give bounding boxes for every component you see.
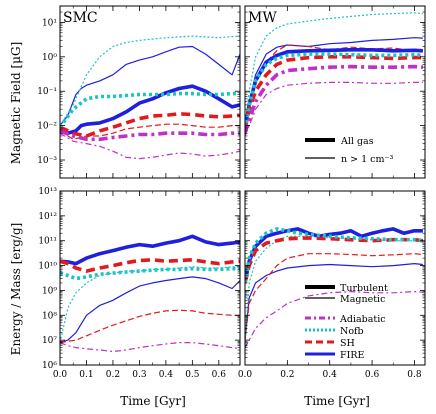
series-nofb-thick	[245, 227, 424, 284]
axes-frame	[59, 5, 241, 179]
series-fire-thin	[60, 276, 240, 344]
panel-smc-magnetic: 10⁻³ 10⁻² 10⁻¹ 10⁰ 10¹ SMC	[37, 5, 241, 179]
y-tick-label: 10⁰	[42, 53, 57, 63]
x-tick-label: 0.2	[106, 370, 120, 380]
x-tick-label: 0.6	[365, 370, 380, 380]
y-tick-label: 10¹²	[38, 212, 57, 222]
xlabel-left: Time [Gyr]	[120, 394, 186, 408]
series-nofb-thick	[245, 52, 424, 130]
legend-label-nofb: Nofb	[340, 326, 364, 337]
series-adiabatic-thick	[245, 64, 424, 134]
legend-label-fire: FIRE	[340, 350, 364, 361]
series-adiabatic-thin	[60, 132, 240, 160]
series-sh-thin	[245, 253, 423, 341]
y-tick-label: 10⁻²	[37, 122, 57, 132]
ylabel-bottom: Energy / Mass [erg/g]	[9, 223, 23, 356]
legend-label-turbulent: Turbulent	[340, 283, 388, 294]
ylabel-top: Magnetic Field [μG]	[9, 42, 23, 165]
x-tick-label: 0.4	[323, 370, 338, 380]
legend-top-right: All gas n > 1 cm⁻³	[305, 136, 394, 165]
series-fire-thick	[60, 234, 240, 266]
series-nofb-thin	[245, 12, 423, 129]
x-tick-label: 0.6	[212, 370, 227, 380]
y-tick-label: 10⁶	[42, 361, 57, 371]
series-adiabatic-thick	[60, 129, 240, 142]
x-tick-label: 0.5	[185, 370, 200, 380]
y-tick-label: 10¹¹	[38, 237, 57, 247]
y-tick-label: 10¹	[42, 18, 57, 28]
series-sh-thick	[60, 112, 240, 138]
axes-frame	[59, 190, 241, 366]
x-tick-label: 0.0	[53, 370, 68, 380]
y-tick-label: 10⁻³	[37, 156, 57, 166]
panel-mw-magnetic: MW	[244, 5, 426, 179]
x-tick-label: 0.8	[407, 370, 422, 380]
series-adiabatic-thin	[60, 342, 240, 353]
series-sh-thick	[245, 236, 424, 284]
series-sh-thin	[60, 123, 240, 140]
legend-label-dense-gas: n > 1 cm⁻³	[341, 154, 394, 165]
x-tick-label: 0.3	[132, 370, 147, 380]
panel-mw-energy: 0.0 0.2 0.4 0.6 0.8	[238, 190, 426, 380]
y-tick-label: 10¹⁰	[38, 262, 57, 272]
y-tick-label: 10¹³	[38, 187, 57, 197]
xlabel-right: Time [Gyr]	[304, 394, 370, 408]
panel-smc-energy: 10⁶ 10⁷ 10⁸ 10⁹ 10¹⁰ 10¹¹ 10¹² 10¹³ 0.0 0.1 0.2 0.3…	[38, 187, 241, 380]
legend-label-adiabatic: Adiabatic	[339, 314, 386, 325]
series-adiabatic-thin	[245, 291, 423, 348]
series-fire-thick	[245, 227, 423, 284]
series-fire-thin	[60, 45, 240, 126]
panel-title-smc: SMC	[63, 10, 98, 26]
series-sh-thin	[60, 309, 240, 344]
series-nofb-thin	[60, 35, 240, 126]
series-sh-thick	[60, 257, 240, 273]
x-tick-label: 0.0	[238, 370, 253, 380]
legend-label-magnetic: Magnetic	[340, 294, 385, 305]
x-tick-label: 0.2	[280, 370, 294, 380]
axes-frame	[244, 5, 426, 179]
series-sh-thick	[245, 54, 423, 130]
x-tick-label: 0.4	[159, 370, 174, 380]
series-fire-thin	[245, 263, 423, 341]
series-nofb-thick	[60, 91, 240, 129]
series-nofb-thin	[60, 266, 240, 343]
series-adiabatic-thin	[245, 81, 423, 137]
y-tick-label: 10⁻¹	[37, 87, 57, 97]
panel-title-mw: MW	[248, 10, 277, 26]
legend-bottom-right: Turbulent Magnetic Adiabatic Nofb SH FIR…	[305, 283, 388, 361]
y-tick-label: 10⁷	[42, 336, 57, 346]
x-tick-label: 0.1	[79, 370, 93, 380]
axes-frame	[244, 190, 426, 366]
y-tick-label: 10⁹	[42, 286, 57, 296]
legend-label-sh: SH	[340, 338, 355, 349]
y-tick-label: 10⁸	[42, 311, 57, 321]
legend-label-all-gas: All gas	[340, 136, 374, 147]
